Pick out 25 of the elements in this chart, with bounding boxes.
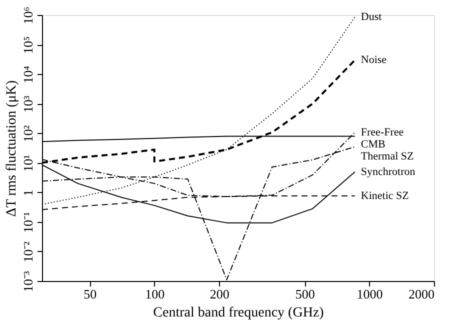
y-tick-label: 10² — [20, 125, 36, 142]
series-label: Noise — [360, 54, 387, 66]
x-tick-label: 50 — [84, 286, 97, 302]
series-label: Kinetic SZ — [360, 190, 410, 202]
x-tick-label: 100 — [145, 286, 165, 302]
series-label: Synchrotron — [360, 166, 416, 178]
x-axis-title: Central band frequency (GHz) — [153, 306, 324, 320]
x-tick-label: 2000 — [408, 286, 434, 302]
y-tick-label: 10¹ — [20, 154, 36, 172]
y-tick-label: 10⁴ — [20, 65, 36, 84]
series-label: Thermal SZ — [360, 150, 414, 162]
y-tick-label: 10⁻³ — [20, 270, 36, 292]
y-tick-label: 10⁵ — [20, 36, 36, 54]
y-axis-title: ΔT rms fluctuation (μK) — [4, 80, 20, 217]
y-tick-label: 10⁻² — [20, 241, 36, 262]
y-tick-label: 1 — [20, 190, 36, 196]
x-tick-label: 500 — [295, 286, 315, 302]
series-label: CMB — [360, 138, 386, 150]
y-tick-label: 10⁻¹ — [20, 212, 36, 233]
x-tick-label: 200 — [210, 286, 230, 302]
series-label: Dust — [360, 11, 382, 24]
series-label: Free-Free — [360, 126, 404, 138]
y-tick-label: 10⁶ — [20, 6, 36, 24]
y-tick-label: 10³ — [20, 96, 36, 113]
x-tick-label: 1000 — [356, 286, 383, 302]
